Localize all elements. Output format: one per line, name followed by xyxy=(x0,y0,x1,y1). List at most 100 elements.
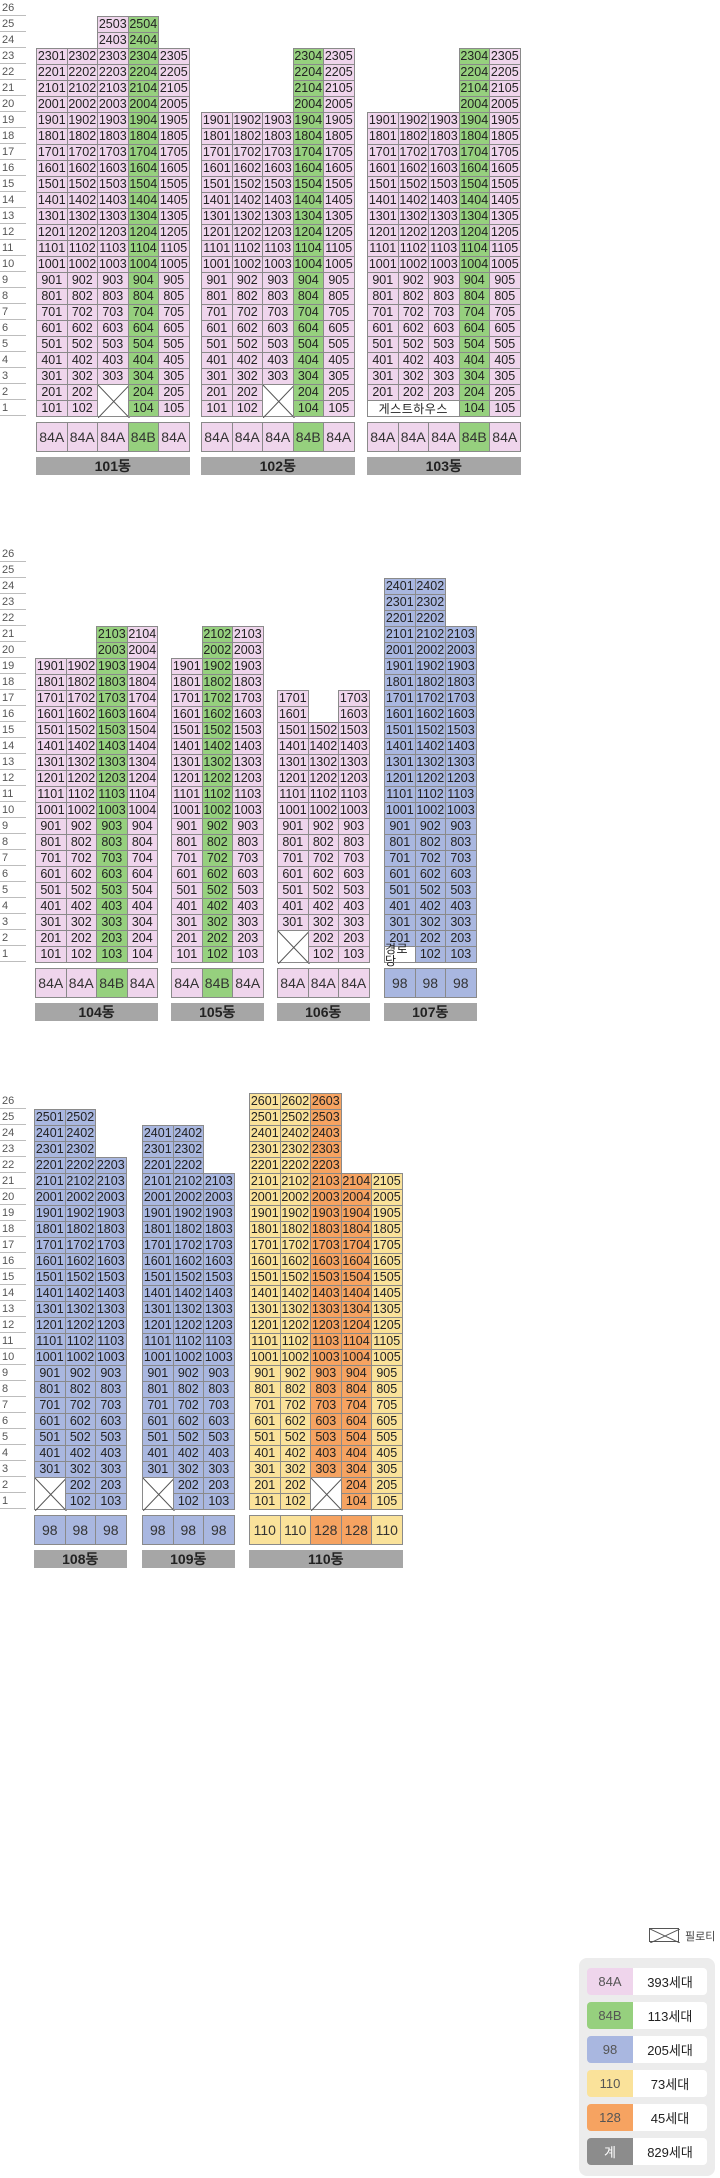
piloti-cell xyxy=(97,384,130,418)
unit-cell: 1501 xyxy=(34,1269,66,1286)
unit-cell: 2003 xyxy=(203,1189,235,1206)
unit-type-cell: 84A xyxy=(158,422,190,452)
unit-cell: 1503 xyxy=(338,722,370,739)
unit-cell: 1501 xyxy=(35,722,67,739)
unit-cell: 1202 xyxy=(201,770,233,787)
unit-cell: 1805 xyxy=(371,1221,403,1238)
unit-cell: 1801 xyxy=(384,674,416,691)
unit-cell: 1902 xyxy=(231,112,263,129)
building-label: 109동 xyxy=(142,1550,235,1568)
unit-cell: 702 xyxy=(414,850,446,867)
unit-cell: 701 xyxy=(36,304,68,321)
unit-cell: 701 xyxy=(34,1397,66,1414)
unit-cell: 1901 xyxy=(34,1205,66,1222)
unit-cell: 205 xyxy=(371,1477,403,1494)
floor-gridline xyxy=(0,865,26,866)
unit-cell: 1202 xyxy=(279,1317,311,1334)
unit-cell: 1504 xyxy=(458,176,490,193)
floor-label: 9 xyxy=(2,274,9,286)
unit-cell: 1301 xyxy=(171,754,203,771)
unit-cell: 702 xyxy=(64,1397,96,1414)
unit-cell: 1101 xyxy=(36,240,68,257)
building-label: 101동 xyxy=(36,457,190,475)
unit-cell: 2501 xyxy=(34,1109,66,1126)
unit-cell: 1502 xyxy=(231,176,263,193)
unit-cell: 1703 xyxy=(445,690,477,707)
unit-cell: 705 xyxy=(158,304,190,321)
unit-cell: 402 xyxy=(66,352,98,369)
unit-cell: 1202 xyxy=(231,224,263,241)
unit-cell: 402 xyxy=(307,898,339,915)
unit-cell: 803 xyxy=(445,834,477,851)
unit-cell: 802 xyxy=(172,1381,204,1398)
unit-cell: 101 xyxy=(36,400,68,417)
unit-type-cell: 84A xyxy=(201,422,233,452)
unit-type-cell: 84A xyxy=(323,422,355,452)
unit-cell: 405 xyxy=(371,1445,403,1462)
unit-type-cell: 84B xyxy=(201,968,233,998)
unit-cell: 1402 xyxy=(66,192,98,209)
unit-cell: 2003 xyxy=(445,642,477,659)
unit-type-cell: 110 xyxy=(371,1515,403,1545)
unit-type-cell: 84A xyxy=(428,422,460,452)
unit-cell: 1602 xyxy=(231,160,263,177)
floor-gridline xyxy=(0,673,26,674)
unit-cell: 702 xyxy=(201,850,233,867)
floor-label: 20 xyxy=(2,98,15,110)
unit-cell: 2104 xyxy=(126,626,158,643)
unit-cell: 102 xyxy=(64,1493,96,1510)
unit-cell: 201 xyxy=(171,930,203,947)
unit-cell: 1802 xyxy=(64,1221,96,1238)
unit-cell: 1901 xyxy=(367,112,399,129)
unit-cell: 1703 xyxy=(310,1237,342,1254)
unit-cell: 1605 xyxy=(323,160,355,177)
unit-cell: 2401 xyxy=(34,1125,66,1142)
floor-label: 16 xyxy=(2,708,15,720)
floor-label: 12 xyxy=(2,1319,15,1331)
unit-cell: 1402 xyxy=(172,1285,204,1302)
unit-type-cell: 84A xyxy=(97,422,129,452)
unit-cell: 202 xyxy=(231,384,263,401)
unit-cell: 1903 xyxy=(428,112,460,129)
unit-cell: 1102 xyxy=(231,240,263,257)
unit-type-cell: 84A xyxy=(367,422,399,452)
unit-type-cell: 84A xyxy=(277,968,309,998)
floor-gridline xyxy=(0,1476,26,1477)
unit-cell: 303 xyxy=(262,368,294,385)
unit-cell: 404 xyxy=(292,352,324,369)
unit-cell: 1802 xyxy=(65,674,97,691)
unit-cell: 2401 xyxy=(384,578,416,595)
unit-cell: 1705 xyxy=(371,1237,403,1254)
unit-cell: 703 xyxy=(95,1397,127,1414)
unit-cell: 801 xyxy=(171,834,203,851)
unit-cell: 205 xyxy=(323,384,355,401)
unit-cell: 1401 xyxy=(171,738,203,755)
unit-cell: 901 xyxy=(171,818,203,835)
unit-cell: 701 xyxy=(171,850,203,867)
unit-cell: 501 xyxy=(171,882,203,899)
unit-cell: 1703 xyxy=(95,1237,127,1254)
unit-cell: 2105 xyxy=(158,80,190,97)
floor-label: 19 xyxy=(2,114,15,126)
unit-cell: 1401 xyxy=(201,192,233,209)
unit-cell: 1802 xyxy=(279,1221,311,1238)
unit-cell: 102 xyxy=(65,946,97,963)
unit-cell: 205 xyxy=(489,384,521,401)
unit-cell: 1402 xyxy=(64,1285,96,1302)
unit-cell: 1504 xyxy=(340,1269,372,1286)
unit-cell: 504 xyxy=(127,336,159,353)
floor-label: 10 xyxy=(2,1351,15,1363)
unit-cell: 303 xyxy=(428,368,460,385)
unit-cell: 604 xyxy=(127,320,159,337)
unit-cell: 1502 xyxy=(414,722,446,739)
unit-cell: 902 xyxy=(66,272,98,289)
legend-count: 113세대 xyxy=(633,2002,707,2029)
unit-cell: 104 xyxy=(340,1493,372,1510)
unit-cell: 304 xyxy=(340,1461,372,1478)
unit-cell: 902 xyxy=(172,1365,204,1382)
unit-cell: 2301 xyxy=(36,48,68,65)
floor-gridline xyxy=(0,961,26,962)
unit-cell: 2101 xyxy=(34,1173,66,1190)
unit-cell: 1501 xyxy=(142,1269,174,1286)
unit-cell: 2001 xyxy=(249,1189,281,1206)
